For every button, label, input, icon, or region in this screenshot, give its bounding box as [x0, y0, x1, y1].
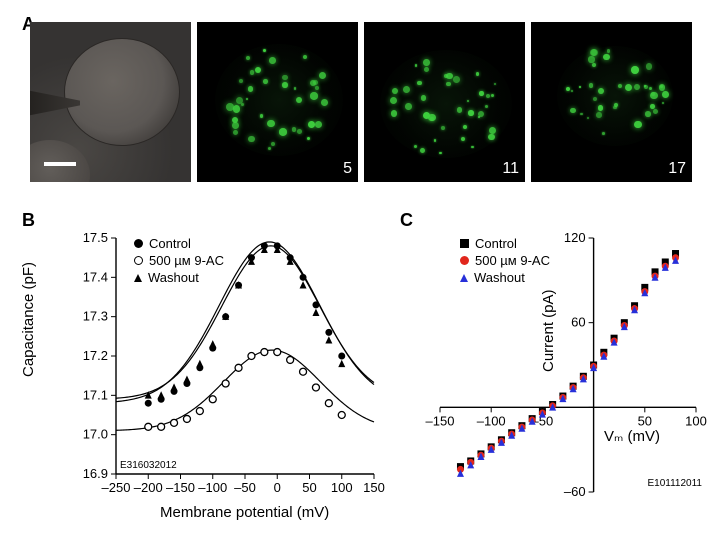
panel-label-b: B	[22, 210, 35, 231]
svg-text:16.9: 16.9	[83, 466, 108, 481]
z-slice-number: 11	[502, 160, 519, 178]
svg-text:–250: –250	[102, 480, 131, 495]
legend-item: Control	[134, 236, 224, 251]
legend-item: Washout	[134, 270, 224, 285]
svg-text:50: 50	[638, 413, 652, 428]
y-axis-label-b: Capacitance (pF)	[20, 262, 37, 377]
legend-panel-b: Control 500 µᴍ 9-AC Washout	[134, 236, 224, 287]
experiment-id-b: E316032012	[120, 460, 177, 471]
svg-text:17.3: 17.3	[83, 309, 108, 324]
svg-text:120: 120	[564, 230, 586, 245]
legend-item: Washout	[460, 270, 550, 285]
svg-text:–200: –200	[134, 480, 163, 495]
y-axis-label-c: Current (pA)	[540, 289, 557, 372]
panel-label-c: C	[400, 210, 413, 231]
cell-body	[64, 38, 180, 146]
svg-text:60: 60	[571, 315, 585, 330]
panel-a-image-strip: 5 11 17	[30, 22, 692, 182]
z-slice-number: 5	[343, 160, 352, 178]
svg-text:17.2: 17.2	[83, 348, 108, 363]
svg-text:150: 150	[363, 480, 385, 495]
chart-capacitance-vs-voltage: –250–200–150–100–5005010015016.917.017.1…	[60, 232, 380, 522]
brightfield-cell-image	[30, 22, 191, 182]
svg-text:–60: –60	[564, 484, 586, 499]
svg-text:–100: –100	[198, 480, 227, 495]
experiment-id-c: E101112011	[648, 478, 703, 489]
legend-panel-c: Control 500 µᴍ 9-AC Washout	[460, 236, 550, 287]
x-axis-label-c: Vₘ (mV)	[604, 427, 660, 445]
fluorescence-cell-image: 5	[197, 22, 358, 182]
svg-text:17.4: 17.4	[83, 269, 108, 284]
chart-current-vs-voltage: –150–100–5050100–6060120 Control500 µᴍ 9…	[414, 232, 704, 522]
svg-text:17.1: 17.1	[83, 387, 108, 402]
scale-bar	[44, 162, 76, 166]
z-slice-number: 17	[668, 160, 686, 178]
legend-item: 500 µᴍ 9-AC	[134, 253, 224, 268]
svg-text:0: 0	[274, 480, 281, 495]
legend-item: 500 µᴍ 9-AC	[460, 253, 550, 268]
svg-text:100: 100	[331, 480, 353, 495]
x-axis-label-b: Membrane potential (mV)	[160, 504, 329, 521]
svg-text:–150: –150	[426, 413, 455, 428]
svg-text:–100: –100	[477, 413, 506, 428]
legend-item: Control	[460, 236, 550, 251]
fluorescence-cell-image: 11	[364, 22, 525, 182]
svg-text:17.5: 17.5	[83, 230, 108, 245]
svg-text:17.0: 17.0	[83, 427, 108, 442]
svg-text:–50: –50	[234, 480, 256, 495]
svg-text:100: 100	[685, 413, 707, 428]
svg-text:–150: –150	[166, 480, 195, 495]
svg-text:50: 50	[302, 480, 316, 495]
fluorescence-cell-image: 17	[531, 22, 692, 182]
